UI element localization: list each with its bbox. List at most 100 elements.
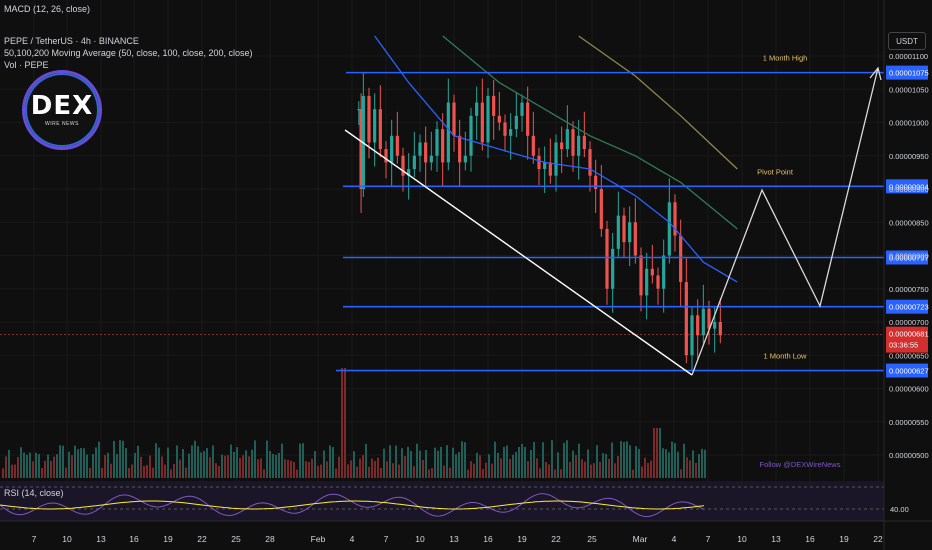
candle-body bbox=[599, 189, 603, 229]
candle-body bbox=[656, 275, 660, 289]
volume-bar bbox=[281, 443, 283, 478]
candle-body bbox=[384, 149, 388, 163]
volume-bar bbox=[440, 446, 442, 478]
volume-bar bbox=[38, 454, 40, 478]
volume-bar bbox=[668, 452, 670, 478]
volume-bar bbox=[530, 450, 532, 478]
volume-bar bbox=[632, 469, 634, 478]
volume-bar bbox=[353, 451, 355, 478]
volume-bar bbox=[395, 445, 397, 478]
candle-body bbox=[690, 315, 694, 356]
candle-body bbox=[497, 115, 501, 123]
volume-bar bbox=[95, 447, 97, 478]
candle-body bbox=[707, 308, 711, 329]
ma-legend[interactable]: 50,100,200 Moving Average (50, close, 10… bbox=[4, 48, 253, 58]
volume-bar bbox=[620, 441, 622, 478]
level-label-bg bbox=[886, 250, 928, 265]
volume-bar bbox=[665, 449, 667, 478]
volume-bar bbox=[488, 454, 490, 478]
currency-selector[interactable]: USDT bbox=[888, 32, 926, 50]
volume-bar bbox=[203, 451, 205, 478]
time-tick: Feb bbox=[311, 534, 326, 544]
volume-bar bbox=[206, 448, 208, 478]
volume-bar bbox=[5, 456, 7, 478]
rsi-level-label: 40.00 bbox=[890, 505, 909, 514]
volume-bar bbox=[410, 451, 412, 478]
volume-bar bbox=[503, 446, 505, 478]
volume-bar bbox=[77, 449, 79, 478]
volume-bar bbox=[434, 447, 436, 478]
level-label: 0.00000723 bbox=[889, 303, 929, 312]
trendline bbox=[344, 129, 693, 376]
volume-bar bbox=[230, 444, 232, 478]
volume-bar bbox=[170, 469, 172, 478]
volume-bar bbox=[689, 460, 691, 478]
volume-bar bbox=[416, 443, 418, 478]
volume-bar bbox=[566, 440, 568, 478]
volume-bar bbox=[152, 467, 154, 478]
volume-bar bbox=[683, 443, 685, 478]
rsi-legend[interactable]: RSI (14, close) bbox=[4, 488, 64, 498]
volume-bar bbox=[233, 451, 235, 478]
volume-bar bbox=[2, 468, 4, 478]
volume-bar bbox=[71, 455, 73, 478]
candle-body bbox=[713, 322, 717, 329]
volume-bar bbox=[614, 463, 616, 478]
volume-bar bbox=[326, 461, 328, 478]
volume-bar bbox=[656, 428, 658, 478]
volume-bar bbox=[464, 442, 466, 478]
volume-bar bbox=[290, 460, 292, 478]
candle-body bbox=[588, 149, 592, 176]
ma100-line bbox=[442, 35, 738, 230]
volume-bar bbox=[638, 448, 640, 478]
volume-legend[interactable]: Vol · PEPE bbox=[4, 60, 49, 70]
volume-bars bbox=[2, 368, 706, 478]
volume-bar bbox=[425, 450, 427, 478]
volume-bar bbox=[80, 447, 82, 478]
candle-body bbox=[378, 109, 382, 150]
level-annotation: 1 Month Low bbox=[764, 352, 808, 361]
volume-bar bbox=[674, 443, 676, 478]
candle-body bbox=[548, 162, 552, 176]
volume-bar bbox=[446, 445, 448, 478]
volume-bar bbox=[650, 460, 652, 478]
volume-bar bbox=[59, 445, 61, 478]
volume-bar bbox=[110, 463, 112, 478]
volume-bar bbox=[692, 450, 694, 478]
volume-bar bbox=[524, 446, 526, 478]
time-tick: 28 bbox=[265, 534, 275, 544]
candle-body bbox=[514, 115, 518, 130]
candle-body bbox=[667, 202, 671, 256]
candle-body bbox=[701, 308, 705, 336]
symbol-legend[interactable]: PEPE / TetherUS · 4h · BINANCE bbox=[4, 36, 139, 46]
macd-legend[interactable]: MACD (12, 26, close) bbox=[4, 4, 91, 14]
volume-bar bbox=[257, 459, 259, 478]
candle-body bbox=[359, 109, 363, 189]
price-axis: 0.00001100 0.00001050 0.00001000 0.00000950… bbox=[889, 52, 929, 460]
candle-body bbox=[673, 202, 677, 236]
volume-bar bbox=[506, 445, 508, 478]
volume-bar bbox=[461, 441, 463, 478]
volume-bar bbox=[11, 464, 13, 478]
candle-body bbox=[531, 135, 535, 156]
time-tick: 7 bbox=[32, 534, 37, 544]
candle-body bbox=[696, 315, 700, 336]
candle-body bbox=[435, 129, 439, 156]
volume-bar bbox=[443, 465, 445, 478]
volume-bar bbox=[275, 454, 277, 478]
candle-body bbox=[441, 129, 445, 163]
time-tick: 22 bbox=[551, 534, 561, 544]
candle-body bbox=[395, 135, 399, 156]
volume-bar bbox=[581, 459, 583, 478]
volume-bar bbox=[356, 466, 358, 478]
volume-bar bbox=[449, 467, 451, 478]
volume-bar bbox=[134, 452, 136, 478]
volume-bar bbox=[548, 464, 550, 478]
volume-bar bbox=[8, 449, 10, 478]
volume-bar bbox=[497, 452, 499, 478]
volume-bar bbox=[527, 460, 529, 478]
price-tick: 0.00000600 bbox=[889, 385, 929, 394]
rsi-line bbox=[0, 493, 705, 518]
volume-bar bbox=[296, 469, 298, 478]
volume-bar bbox=[473, 463, 475, 478]
